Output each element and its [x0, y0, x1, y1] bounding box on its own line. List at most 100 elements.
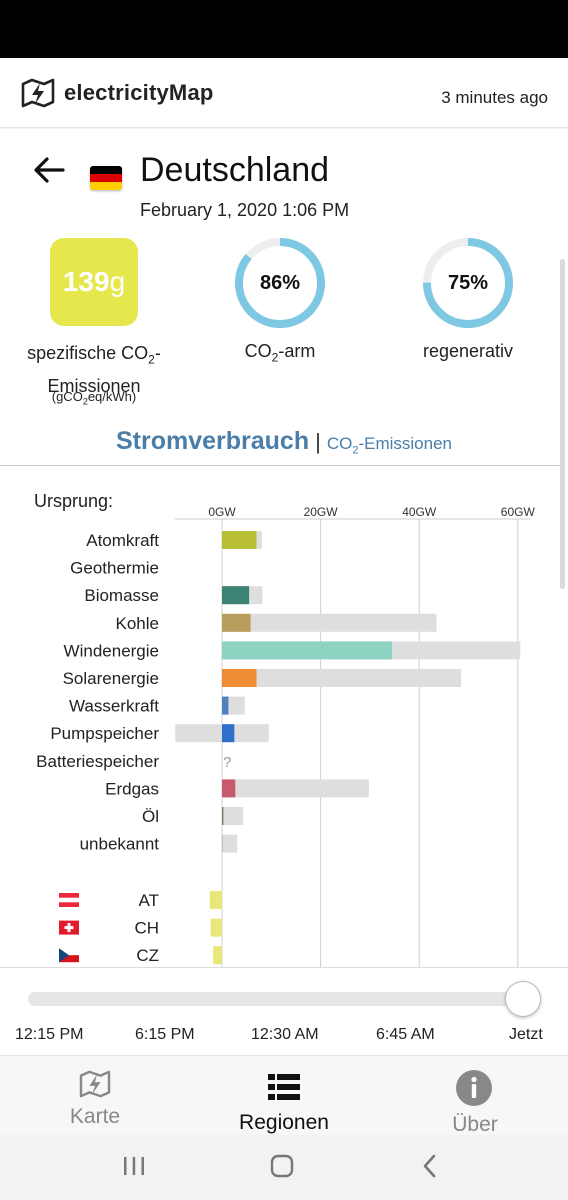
tab-emissions-text: CO — [326, 434, 353, 453]
capacity-bar[interactable] — [222, 669, 462, 687]
app-header: electricityMap 3 minutes ago — [0, 58, 568, 128]
source-label: Erdgas — [105, 779, 159, 798]
nav-regions[interactable]: Regionen — [224, 1056, 344, 1136]
nav-about-label: Über — [452, 1113, 498, 1136]
display-mode-tabs: Stromverbrauch | CO2-Emissionen — [0, 427, 568, 456]
time-slider-track[interactable] — [28, 992, 524, 1006]
production-bar[interactable] — [222, 724, 235, 743]
production-bar[interactable] — [222, 613, 251, 632]
unit-text: (gCO — [51, 389, 83, 404]
source-label: Biomasse — [84, 586, 159, 605]
zone-datetime: February 1, 2020 1:06 PM — [140, 200, 350, 220]
exchange-bar[interactable] — [213, 946, 222, 965]
nav-map[interactable]: Karte — [40, 1056, 150, 1136]
electricitymap-logo-icon — [21, 78, 55, 108]
recent-apps-icon[interactable] — [122, 1155, 146, 1177]
source-label: Öl — [142, 807, 159, 826]
unit-sub: 2 — [82, 396, 88, 407]
source-label: Solarenergie — [63, 669, 159, 688]
exchange-bar[interactable] — [210, 918, 222, 937]
timeline-label: 12:15 PM — [15, 1026, 84, 1043]
cz-flag-icon — [59, 948, 79, 963]
exchange-bar[interactable] — [209, 891, 222, 909]
back-arrow-icon[interactable] — [32, 153, 66, 187]
low-carbon-percent: 86% — [259, 271, 301, 294]
back-icon[interactable] — [420, 1154, 440, 1178]
capacity-bar[interactable] — [222, 834, 238, 853]
gauge-fill — [423, 238, 513, 328]
country-flag-icon — [90, 166, 122, 190]
co2-label-text: spezifische CO — [27, 343, 149, 363]
renewable-percent: 75% — [447, 271, 489, 294]
app-name: electricityMap — [64, 80, 214, 105]
zone-details-panel[interactable]: Deutschland February 1, 2020 1:06 PM 139… — [0, 129, 568, 967]
unknown-value: ? — [223, 754, 231, 771]
tab-emissions-text-2: -Emissionen — [358, 434, 452, 453]
at-flag-icon — [59, 893, 79, 907]
renewable-label: regenerativ — [422, 341, 514, 361]
co2-intensity-badge: 139 g — [50, 238, 138, 326]
production-bar[interactable] — [222, 807, 224, 825]
tab-consumption[interactable]: Stromverbrauch — [115, 427, 310, 455]
flag-stripe — [90, 166, 122, 174]
production-chart: 0GW 20GW 40GW 60GW Atomkraft Geothermie Biomas… — [36, 505, 535, 967]
production-bar[interactable] — [222, 669, 257, 687]
production-bar[interactable] — [222, 779, 236, 798]
list-icon — [268, 1074, 300, 1100]
zone-name: Deutschland — [140, 151, 330, 189]
production-bar[interactable] — [222, 586, 250, 605]
source-label: Atomkraft — [86, 531, 159, 550]
capacity-bar[interactable] — [222, 613, 437, 632]
info-icon — [456, 1070, 492, 1106]
flag-stripe — [90, 174, 122, 182]
capacity-bar[interactable] — [222, 779, 369, 798]
production-bar[interactable] — [222, 641, 393, 660]
timeline-label: 6:15 PM — [135, 1026, 195, 1043]
low-carbon-gauge — [235, 238, 325, 328]
source-label: Wasserkraft — [69, 697, 159, 716]
source-label: Kohle — [116, 614, 159, 633]
capacity-bar[interactable] — [222, 807, 244, 825]
exchange-label: AT — [139, 891, 159, 910]
renewable-gauge — [423, 238, 513, 328]
co2-intensity-unit-label: (gCO2eq/kWh) — [14, 389, 174, 407]
source-label: Windenergie — [64, 641, 159, 660]
tab-separator: | — [315, 429, 321, 454]
status-bar — [0, 0, 568, 58]
exchange-label: CZ — [136, 946, 159, 965]
unit-text-2: eq/kWh) — [87, 389, 137, 404]
exchange-label: CH — [134, 919, 159, 938]
co2-label-text-2: Emissionen — [47, 375, 141, 396]
tab-emissions[interactable]: CO2-Emissionen — [326, 434, 452, 457]
last-updated: 3 minutes ago — [441, 88, 548, 107]
production-bar[interactable] — [222, 696, 229, 715]
ch-flag-icon — [59, 920, 79, 935]
system-navigation-bar — [0, 1135, 568, 1200]
x-tick-label: 40GW — [402, 505, 437, 519]
co2-intensity-value: 139 — [62, 266, 110, 297]
low-carbon-text: CO — [244, 341, 272, 361]
home-icon[interactable] — [270, 1154, 294, 1178]
nav-about[interactable]: Über — [420, 1056, 530, 1136]
nav-map-label: Karte — [69, 1105, 121, 1128]
chart-title: Ursprung: — [34, 491, 114, 511]
time-slider-section: 12:15 PM 6:15 PM 12:30 AM 6:45 AM Jetzt — [0, 967, 568, 1055]
time-slider-thumb[interactable] — [505, 981, 541, 1017]
source-label: Geothermie — [70, 559, 159, 578]
low-carbon-text-2: -arm — [278, 341, 316, 361]
co2-intensity-label: spezifische CO2- Emissionen — [14, 340, 174, 399]
x-tick-label: 0GW — [208, 505, 236, 519]
gauge-fill — [235, 238, 325, 328]
source-label: unbekannt — [80, 835, 160, 854]
section-divider — [0, 465, 560, 466]
low-carbon-sub: 2 — [271, 350, 279, 365]
tab-emissions-sub: 2 — [352, 444, 359, 457]
source-label: Pumpspeicher — [50, 724, 159, 743]
co2-label-sub: 2 — [148, 352, 155, 367]
flag-stripe — [90, 182, 122, 190]
production-bar[interactable] — [222, 531, 257, 549]
co2-intensity-unit: g — [109, 266, 126, 297]
timeline-label: 12:30 AM — [251, 1026, 319, 1043]
timeline-label: 6:45 AM — [376, 1026, 435, 1043]
scrollbar[interactable] — [560, 259, 565, 589]
